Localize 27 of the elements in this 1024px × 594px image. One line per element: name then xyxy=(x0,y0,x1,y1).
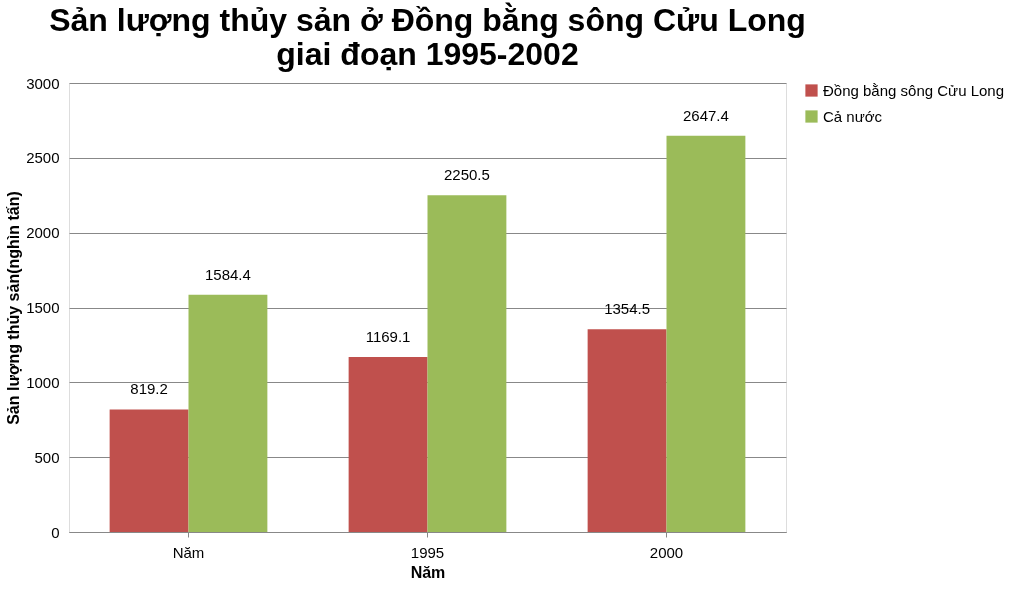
y-tick-label: 1000 xyxy=(26,373,60,391)
data-label: 2250.5 xyxy=(443,166,490,184)
legend-label: Cả nước xyxy=(823,107,883,125)
legend-label: Đồng bằng sông Cửu Long xyxy=(823,81,1005,99)
y-tick-label: 2500 xyxy=(26,149,60,167)
y-axis-title: Sản lượng thủy sản(nghìn tấn) xyxy=(5,191,23,425)
data-label: 2647.4 xyxy=(682,106,729,124)
y-tick-label: 0 xyxy=(51,523,60,541)
bar xyxy=(427,195,507,532)
bar xyxy=(109,409,189,532)
chart-title: Sản lượng thủy sản ở Đồng bằng sông Cửu Long giai đoạn 1995-2002 xyxy=(49,2,806,72)
bar xyxy=(587,329,667,532)
x-tick-label: Năm xyxy=(172,543,205,561)
bar xyxy=(666,135,746,532)
bar xyxy=(188,294,268,532)
y-tick-label: 2000 xyxy=(26,224,60,242)
y-tick-label: 500 xyxy=(34,448,60,466)
data-label: 819.2 xyxy=(130,380,168,398)
y-tick-label: 1500 xyxy=(26,299,60,316)
data-label: 1354.5 xyxy=(604,300,651,318)
x-tick-label: 1995 xyxy=(410,543,445,561)
bar xyxy=(348,357,428,532)
x-tick-label: 2000 xyxy=(649,543,684,561)
data-label: 1169.1 xyxy=(365,328,411,346)
x-axis-title: Năm xyxy=(410,563,446,581)
data-label: 1584.4 xyxy=(204,265,251,283)
y-tick-label: 3000 xyxy=(26,74,60,92)
